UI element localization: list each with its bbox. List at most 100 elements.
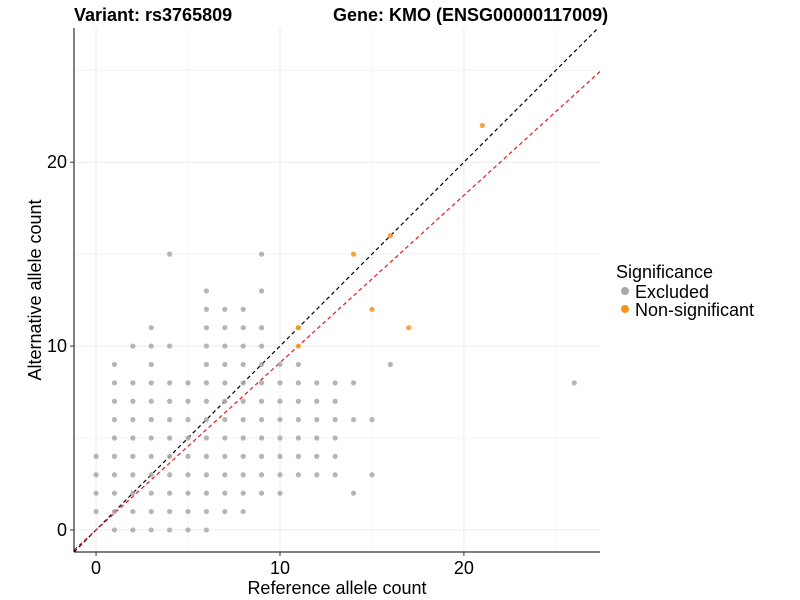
point-excluded: [222, 325, 228, 331]
point-excluded: [258, 361, 265, 368]
point-excluded: [203, 343, 210, 349]
point-excluded: [295, 361, 301, 368]
point-excluded: [222, 361, 228, 368]
point-excluded: [203, 325, 210, 331]
point-excluded: [222, 417, 228, 423]
point-excluded: [222, 306, 228, 312]
point-excluded: [314, 417, 320, 423]
legend: Significance Excluded Non-significant: [616, 262, 754, 320]
point-excluded: [203, 380, 210, 386]
point-non-significant: [479, 122, 485, 129]
point-excluded: [222, 398, 228, 404]
point-excluded: [111, 417, 118, 423]
x-axis-title: Reference allele count: [247, 578, 426, 598]
axes: [73, 28, 600, 553]
point-excluded: [314, 380, 320, 386]
data-points: [93, 122, 577, 533]
y-axis-title: Alternative allele count: [25, 199, 45, 380]
point-excluded: [130, 490, 136, 496]
point-excluded: [148, 361, 154, 368]
point-excluded: [185, 453, 191, 459]
point-excluded: [130, 508, 136, 515]
point-excluded: [148, 490, 154, 496]
point-excluded: [314, 435, 320, 441]
point-excluded: [258, 490, 265, 496]
point-excluded: [314, 453, 320, 459]
point-excluded: [332, 435, 338, 441]
point-excluded: [203, 508, 210, 515]
point-excluded: [185, 435, 191, 441]
point-excluded: [203, 472, 210, 478]
point-excluded: [222, 435, 228, 441]
grid-lines: [74, 28, 600, 552]
point-excluded: [222, 380, 228, 386]
point-excluded: [295, 472, 301, 478]
point-excluded: [167, 527, 173, 533]
point-non-significant: [295, 343, 301, 349]
point-excluded: [111, 527, 118, 533]
point-non-significant: [387, 233, 393, 239]
point-excluded: [571, 380, 577, 386]
reference-line-identity: [73, 27, 599, 553]
point-excluded: [222, 490, 228, 496]
point-excluded: [111, 398, 118, 404]
point-excluded: [130, 343, 136, 349]
point-excluded: [185, 398, 191, 404]
point-excluded: [240, 435, 246, 441]
point-excluded: [148, 527, 154, 533]
point-excluded: [258, 435, 265, 441]
point-excluded: [111, 361, 118, 368]
legend-title: Significance: [616, 262, 713, 282]
point-excluded: [167, 490, 173, 496]
chart-title-variant: Variant: rs3765809: [74, 5, 232, 25]
point-excluded: [369, 472, 375, 478]
point-excluded: [130, 435, 136, 441]
point-non-significant: [350, 251, 357, 257]
point-excluded: [185, 527, 191, 533]
point-excluded: [387, 361, 393, 368]
point-excluded: [295, 417, 301, 423]
point-excluded: [258, 288, 265, 294]
point-excluded: [167, 251, 173, 257]
point-excluded: [185, 490, 191, 496]
point-excluded: [240, 398, 246, 404]
point-excluded: [350, 490, 357, 496]
x-tick-label: 10: [270, 558, 290, 578]
point-excluded: [93, 508, 99, 515]
point-excluded: [111, 472, 118, 478]
point-excluded: [258, 417, 265, 423]
point-excluded: [148, 398, 154, 404]
point-excluded: [167, 380, 173, 386]
point-excluded: [277, 417, 283, 423]
point-excluded: [277, 398, 283, 404]
point-excluded: [240, 508, 246, 515]
point-excluded: [148, 380, 154, 386]
point-excluded: [277, 490, 283, 496]
point-excluded: [185, 417, 191, 423]
point-excluded: [258, 472, 265, 478]
point-excluded: [258, 453, 265, 459]
point-excluded: [111, 508, 118, 515]
point-excluded: [258, 343, 265, 349]
point-excluded: [295, 435, 301, 441]
point-excluded: [240, 325, 246, 331]
legend-label-non-significant: Non-significant: [635, 300, 754, 320]
point-excluded: [332, 417, 338, 423]
point-excluded: [111, 380, 118, 386]
point-excluded: [277, 453, 283, 459]
point-excluded: [277, 435, 283, 441]
point-excluded: [167, 417, 173, 423]
point-excluded: [203, 490, 210, 496]
point-excluded: [240, 361, 246, 368]
point-excluded: [222, 472, 228, 478]
point-excluded: [369, 417, 375, 423]
point-excluded: [203, 306, 210, 312]
point-excluded: [130, 472, 136, 478]
point-excluded: [258, 398, 265, 404]
point-excluded: [277, 361, 283, 368]
point-excluded: [222, 343, 228, 349]
point-excluded: [314, 398, 320, 404]
point-excluded: [258, 380, 265, 386]
legend-label-excluded: Excluded: [635, 282, 709, 302]
legend-key-non-significant: [621, 305, 629, 313]
